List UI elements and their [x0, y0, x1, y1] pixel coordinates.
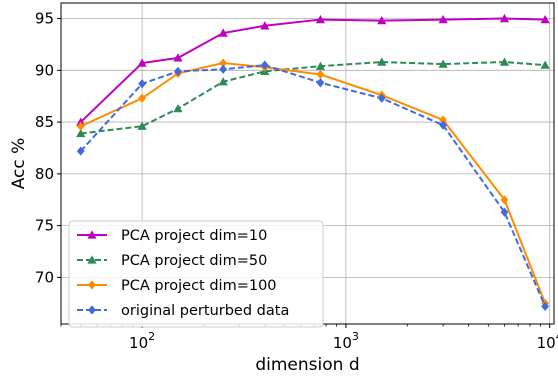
data-point — [137, 58, 147, 67]
x-tick-label: 102 — [129, 330, 155, 352]
data-point — [137, 121, 147, 130]
data-point — [173, 104, 183, 113]
data-point — [218, 28, 228, 37]
legend-item: PCA project dim=10 — [77, 228, 267, 244]
series-layer — [76, 13, 550, 311]
data-point — [540, 14, 550, 24]
legend-label: original perturbed data — [121, 303, 289, 319]
y-tick-label: 90 — [35, 61, 54, 79]
legend-marker — [87, 255, 97, 264]
data-point — [218, 77, 228, 86]
data-point — [377, 93, 386, 103]
data-point — [438, 59, 448, 68]
series-1 — [76, 13, 550, 126]
legend-label: PCA project dim=10 — [121, 228, 267, 244]
legend-box — [68, 220, 324, 328]
data-point — [219, 58, 228, 68]
legend-label: PCA project dim=100 — [121, 278, 277, 294]
legend-marker — [87, 230, 97, 239]
y-tick-label: 75 — [35, 217, 54, 235]
y-tick-label: 70 — [35, 268, 54, 286]
series-2 — [76, 57, 550, 138]
x-tick-label: 104 — [537, 330, 558, 352]
data-point — [316, 69, 325, 80]
legend: PCA project dim=10 PCA project dim=50 PCA … — [68, 220, 324, 328]
data-point — [316, 78, 325, 88]
legend-item: PCA project dim=100 — [77, 278, 277, 294]
y-tick-label: 80 — [35, 165, 54, 183]
series-line — [80, 61, 546, 135]
data-point — [439, 120, 448, 130]
data-point — [500, 195, 509, 205]
data-point — [315, 61, 326, 70]
legend-marker — [88, 305, 96, 315]
data-point — [377, 57, 387, 66]
data-point — [76, 117, 86, 126]
series-line — [80, 17, 546, 123]
legend-item: original perturbed data — [77, 303, 289, 319]
data-point — [174, 66, 182, 76]
series-line — [80, 64, 547, 307]
data-point — [173, 53, 183, 62]
data-point — [138, 79, 147, 89]
data-point — [138, 93, 147, 103]
data-point — [439, 115, 448, 125]
data-point — [76, 121, 85, 131]
series-line — [80, 62, 547, 304]
data-point — [315, 14, 326, 24]
y-axis-label: Acc % — [9, 138, 29, 190]
y-tick-label: 95 — [35, 10, 54, 28]
x-tick-label: 103 — [333, 330, 359, 352]
data-point — [76, 128, 86, 138]
data-point — [499, 13, 510, 23]
legend-marker — [88, 280, 96, 290]
data-point — [541, 301, 550, 311]
axis-ticks: 70 75 80 85 90 95 102 103 104 — [35, 10, 558, 352]
data-point — [499, 57, 510, 66]
legend-label: PCA project dim=50 — [121, 253, 267, 269]
data-point — [260, 21, 270, 30]
data-point — [438, 14, 448, 24]
data-point — [500, 207, 509, 217]
data-point — [260, 60, 269, 70]
data-point — [377, 16, 387, 25]
y-tick-label: 85 — [35, 113, 54, 131]
data-point — [219, 64, 228, 74]
series-4 — [76, 60, 550, 311]
data-point — [540, 60, 550, 69]
data-point — [76, 146, 85, 156]
legend-item: PCA project dim=50 — [77, 253, 267, 269]
x-axis-label: dimension d — [255, 355, 359, 375]
